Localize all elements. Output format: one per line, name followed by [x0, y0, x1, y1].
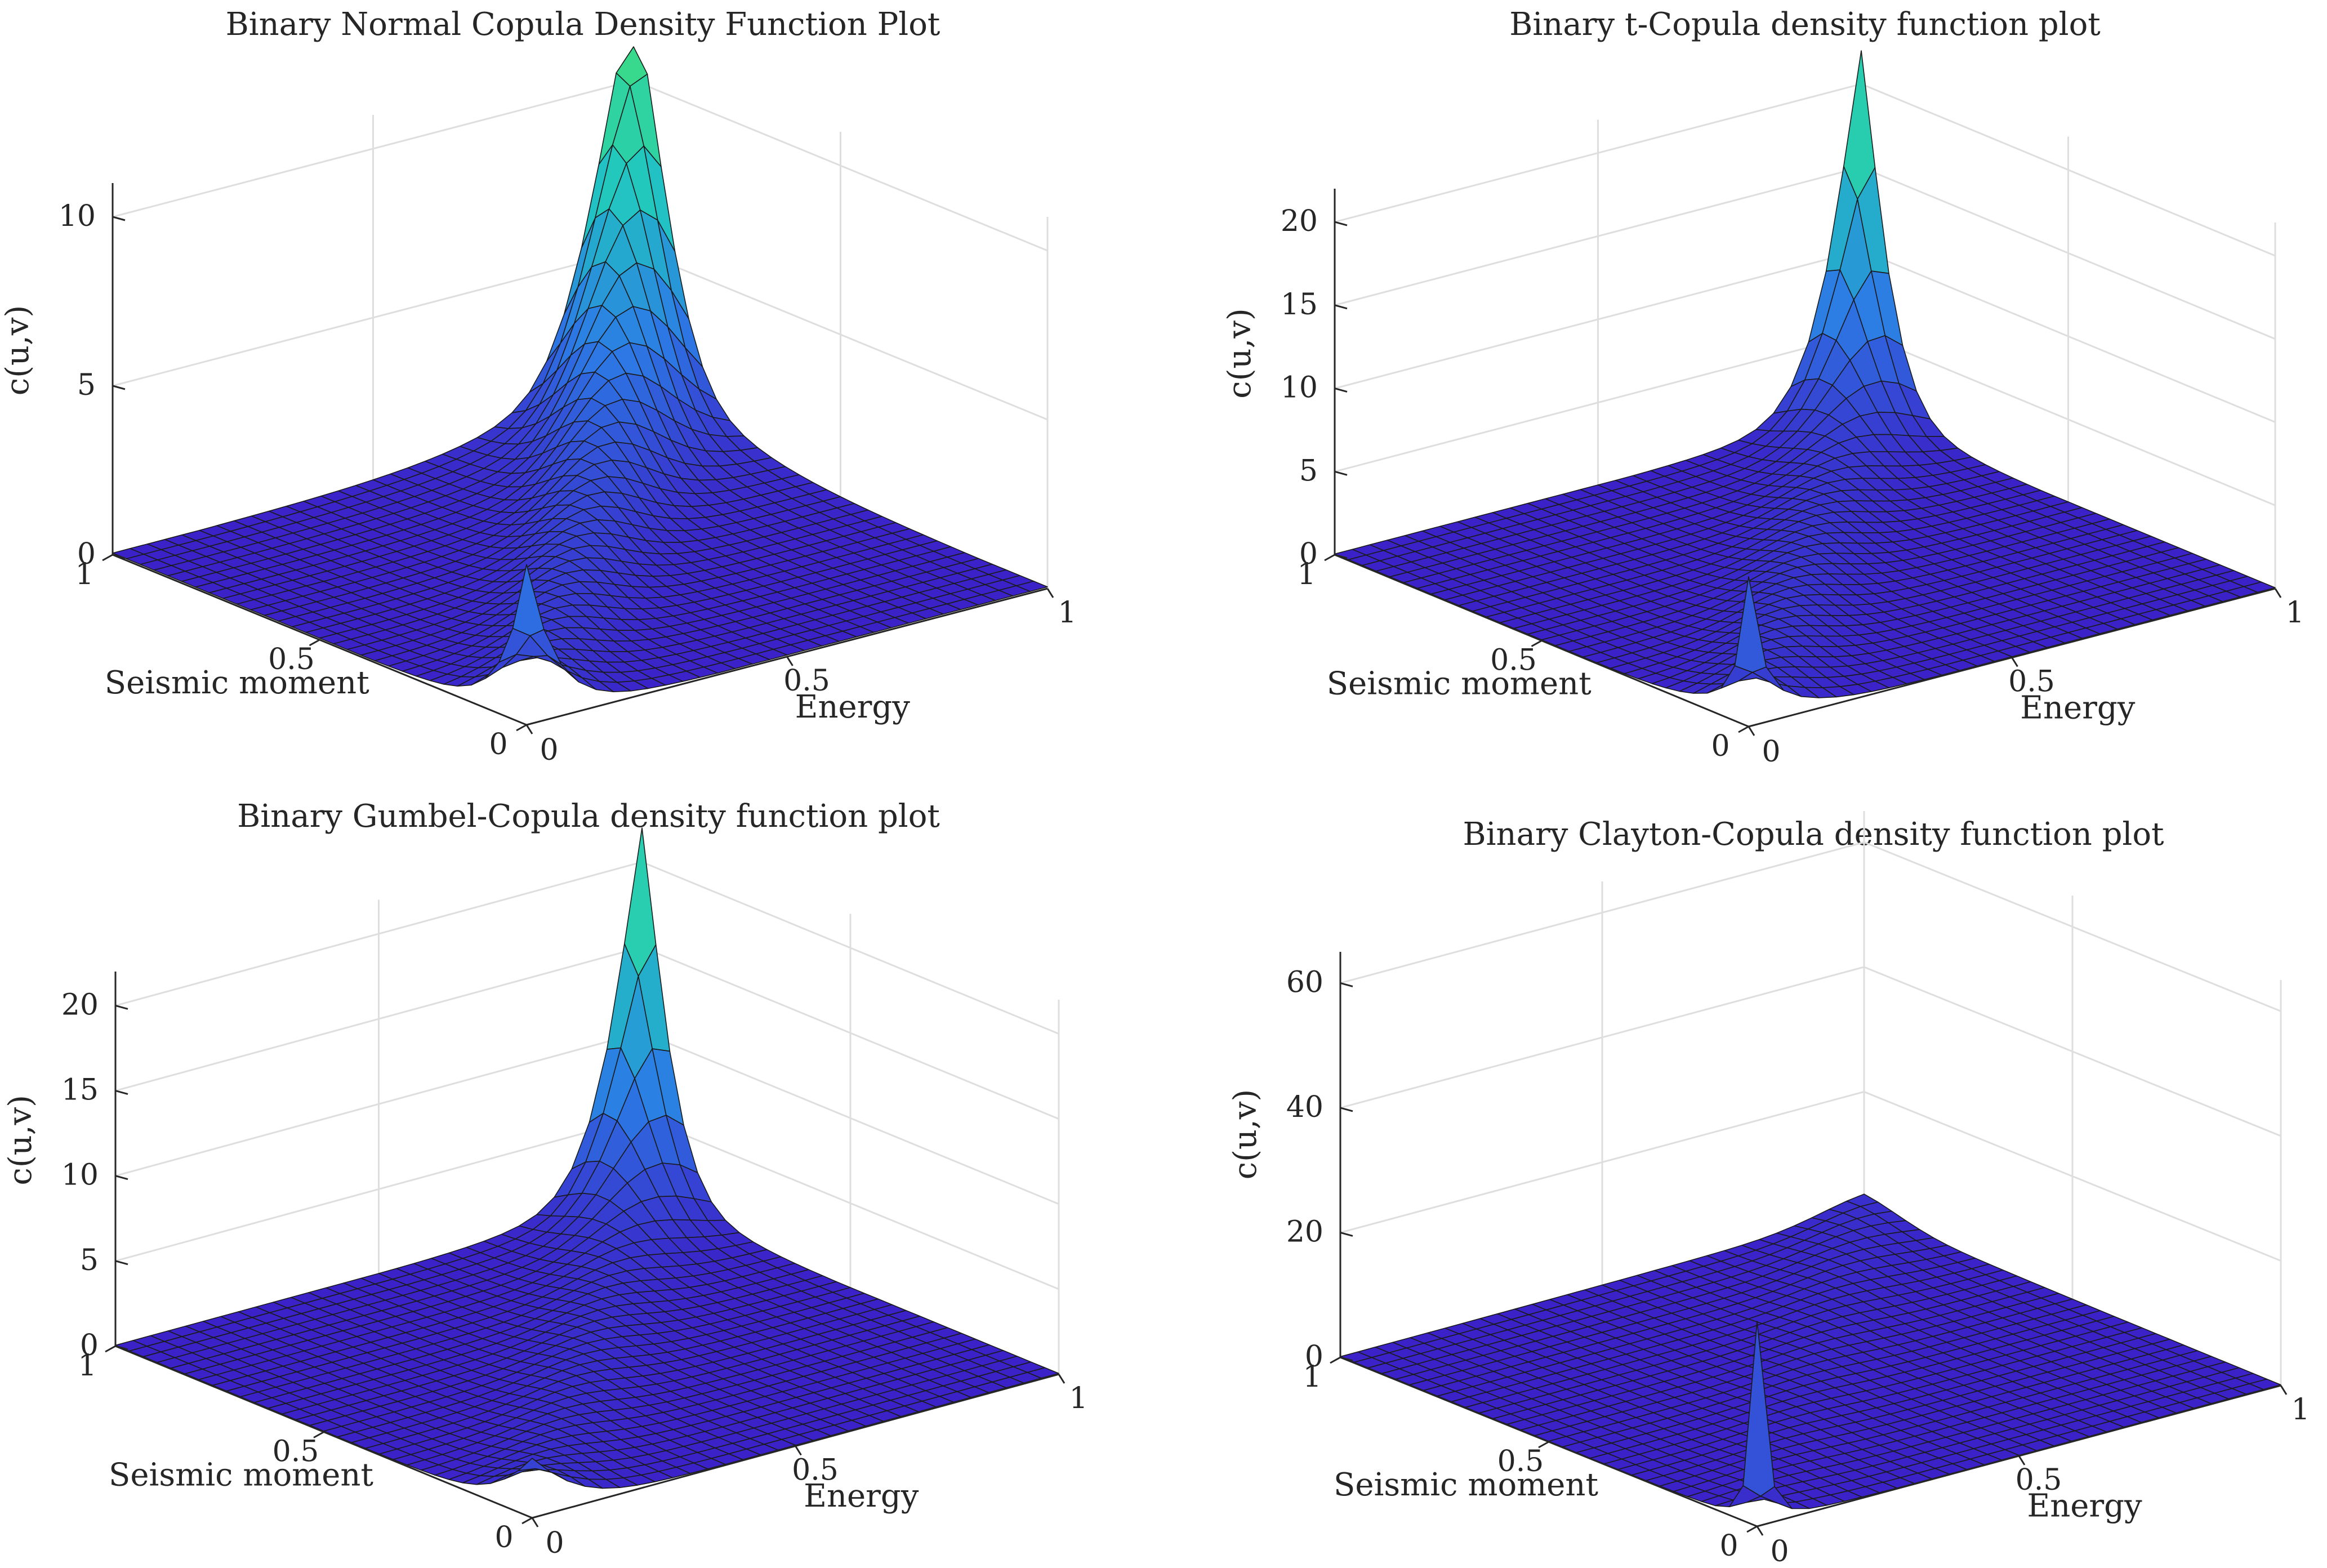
x-tick-label: 0 [540, 733, 558, 767]
z-tick-mark [1334, 387, 1348, 393]
x-tick-label: 0 [1762, 735, 1780, 769]
x-tick-mark [786, 656, 794, 666]
y-tick-label: 0 [1711, 729, 1729, 763]
clayton-copula-panel: Binary Clayton-Copula density function p… [1227, 811, 2310, 1568]
z-tick-mark [112, 385, 126, 390]
y-tick-label: 0 [1719, 1529, 1738, 1563]
z-tick-mark [112, 216, 126, 221]
surface-layer [1340, 1193, 2281, 1509]
z-tick-label: 0 [1299, 537, 1318, 571]
z-axis-label: c(u,v) [0, 305, 36, 396]
y-axis-label: Seismic moment [109, 1456, 373, 1493]
z-tick-mark [115, 1345, 128, 1351]
x-tick-label: 0 [545, 1526, 564, 1560]
y-axis-label: Seismic moment [105, 665, 369, 701]
z-tick-mark [115, 1005, 128, 1010]
z-tick-mark [112, 554, 126, 559]
axis-layer [1324, 189, 2282, 736]
y-tick-mark [516, 724, 527, 732]
x-tick-label: 1 [2285, 596, 2304, 630]
x-tick-mark [1058, 1374, 1066, 1384]
z-tick-mark [1334, 221, 1348, 226]
y-tick-mark [521, 1517, 533, 1525]
x-tick-mark [795, 1445, 802, 1456]
z-tick-label: 20 [1281, 204, 1318, 238]
z-tick-label: 0 [80, 1329, 99, 1362]
axis-layer [102, 183, 1054, 734]
y-tick-label: 0.5 [268, 643, 315, 676]
y-tick-label: 0 [494, 1521, 513, 1554]
x-axis-label: Energy [795, 689, 911, 725]
surface-facet [518, 1458, 551, 1472]
chart-title: Binary t-Copula density function plot [1509, 6, 2101, 43]
y-tick-label: 0.5 [273, 1435, 319, 1469]
surface-facet [1734, 576, 1767, 673]
x-tick-label: 0.5 [2008, 665, 2055, 699]
z-tick-label: 20 [61, 988, 99, 1022]
x-tick-mark [1748, 726, 1755, 736]
y-tick-mark [1324, 554, 1335, 562]
chart-title: Binary Clayton-Copula density function p… [1463, 816, 2164, 853]
chart-title: Binary Gumbel-Copula density function pl… [237, 798, 940, 835]
z-tick-label: 20 [1286, 1215, 1323, 1249]
surface-facet [512, 564, 545, 636]
y-tick-mark [102, 554, 113, 562]
y-tick-mark [105, 1345, 116, 1353]
x-tick-label: 1 [1058, 596, 1076, 630]
x-tick-mark [2274, 588, 2282, 598]
y-tick-label: 0.5 [1490, 644, 1537, 678]
x-tick-label: 1 [2291, 1393, 2310, 1427]
z-tick-label: 40 [1286, 1090, 1323, 1124]
y-tick-mark [1531, 640, 1543, 647]
surface-layer [115, 827, 1059, 1489]
x-tick-label: 0.5 [792, 1454, 839, 1487]
y-tick-label: 1 [1303, 1360, 1321, 1394]
z-tick-mark [115, 1090, 128, 1095]
chart-title: Binary Normal Copula Density Function Pl… [226, 6, 940, 43]
z-tick-label: 15 [61, 1073, 99, 1107]
z-tick-label: 10 [61, 1159, 99, 1192]
z-tick-mark [1334, 554, 1348, 559]
axis-layer [105, 972, 1066, 1527]
z-tick-mark [1334, 470, 1348, 476]
y-tick-label: 1 [78, 1349, 96, 1383]
normal-copula-panel: Binary Normal Copula Density Function Pl… [0, 6, 1077, 767]
y-tick-mark [309, 639, 320, 647]
y-tick-mark [1738, 725, 1749, 733]
x-tick-label: 1 [1069, 1382, 1087, 1415]
z-axis-label: c(u,v) [2, 1095, 39, 1186]
z-tick-label: 15 [1281, 288, 1318, 322]
y-axis-label: Seismic moment [1327, 665, 1592, 702]
y-tick-label: 1 [75, 558, 93, 591]
z-tick-label: 5 [1299, 454, 1318, 488]
y-axis-label: Seismic moment [1334, 1467, 1598, 1503]
y-tick-label: 1 [1297, 558, 1316, 591]
t-copula-panel: Binary t-Copula density function plot 0 … [1222, 6, 2304, 769]
x-tick-mark [2011, 657, 2018, 667]
x-axis-label: Energy [2027, 1488, 2142, 1525]
gumbel-copula-panel: Binary Gumbel-Copula density function pl… [2, 798, 1088, 1560]
y-tick-label: 0 [489, 728, 507, 761]
z-tick-label: 5 [80, 1244, 99, 1277]
x-tick-mark [525, 724, 533, 734]
x-tick-label: 0 [1770, 1535, 1789, 1568]
z-tick-label: 5 [77, 368, 96, 402]
x-tick-mark [531, 1517, 539, 1527]
z-tick-label: 60 [1286, 965, 1323, 999]
y-tick-mark [313, 1431, 324, 1438]
z-tick-mark [1334, 304, 1348, 310]
z-axis-label: c(u,v) [1222, 308, 1258, 399]
z-tick-label: 0 [77, 537, 96, 571]
z-tick-mark [115, 1260, 128, 1266]
x-tick-label: 0.5 [783, 664, 830, 698]
x-tick-mark [1046, 588, 1054, 598]
z-tick-mark [115, 1175, 128, 1181]
z-tick-label: 10 [1281, 371, 1318, 405]
x-axis-label: Energy [2020, 689, 2136, 726]
z-tick-label: 10 [59, 199, 96, 233]
surface-layer [112, 46, 1048, 692]
z-axis-label: c(u,v) [1227, 1089, 1264, 1180]
x-axis-label: Energy [804, 1478, 919, 1514]
